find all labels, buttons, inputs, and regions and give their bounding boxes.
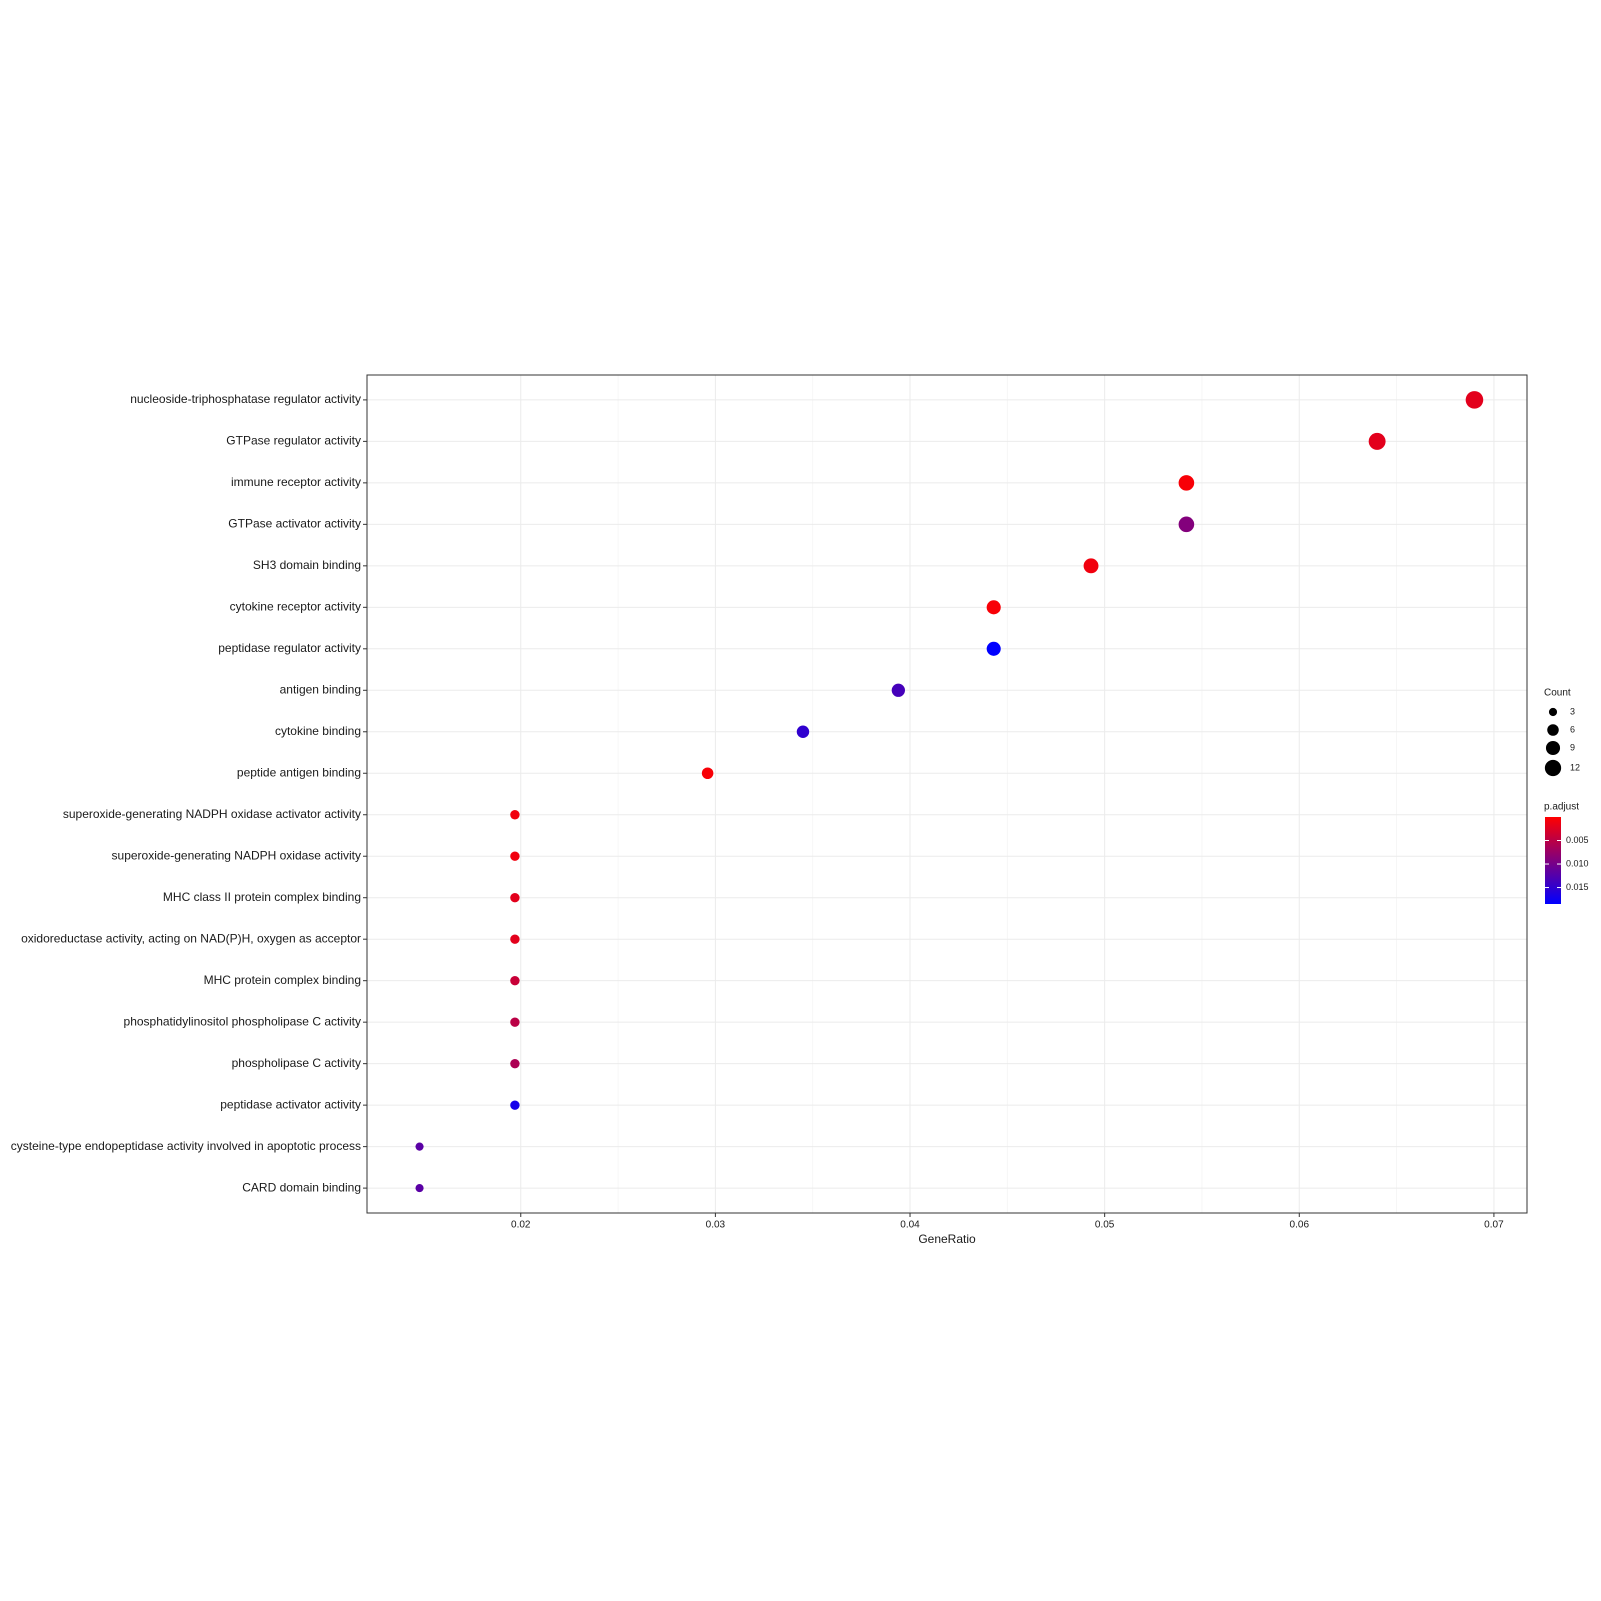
- size-legend-label: 9: [1570, 742, 1575, 752]
- size-legend-key: [1547, 724, 1559, 736]
- size-legend-label: 6: [1570, 724, 1575, 734]
- y-tick-label: peptide antigen binding: [237, 765, 361, 779]
- y-tick-label: SH3 domain binding: [253, 558, 361, 572]
- size-legend-title: Count: [1544, 688, 1571, 699]
- dot: [986, 641, 1001, 656]
- dot: [1368, 432, 1386, 450]
- dot: [510, 1017, 520, 1027]
- color-bar-label: 0.005: [1566, 835, 1589, 845]
- dot: [510, 1058, 520, 1069]
- color-bar-label: 0.015: [1566, 882, 1589, 892]
- y-tick-label: peptidase regulator activity: [218, 641, 361, 655]
- size-legend-key: [1548, 707, 1558, 717]
- y-tick-label: immune receptor activity: [231, 475, 361, 489]
- dot: [510, 1100, 520, 1110]
- dot: [796, 725, 810, 738]
- dot: [510, 975, 520, 986]
- dot: [415, 1184, 424, 1193]
- dot: [986, 600, 1001, 615]
- y-tick-label: GTPase activator activity: [228, 517, 361, 531]
- y-tick-label: superoxide-generating NADPH oxidase acti…: [63, 807, 361, 821]
- size-legend-label: 12: [1570, 762, 1580, 772]
- x-tick-label: 0.02: [511, 1220, 531, 1231]
- color-legend-title: p.adjust: [1544, 802, 1579, 813]
- size-legend-key: [1544, 759, 1562, 777]
- y-tick-label: phospholipase C activity: [232, 1056, 361, 1070]
- x-tick-label: 0.03: [706, 1220, 726, 1231]
- y-tick-label: oxidoreductase activity, acting on NAD(P…: [21, 931, 361, 945]
- y-tick-label: CARD domain binding: [242, 1180, 361, 1194]
- x-tick-label: 0.04: [900, 1220, 920, 1231]
- dot: [701, 767, 714, 780]
- plot-border: [366, 374, 1528, 1214]
- size-legend-key: [1545, 740, 1561, 756]
- y-tick-label: cytokine receptor activity: [230, 599, 361, 613]
- x-tick-label: 0.07: [1484, 1220, 1504, 1231]
- x-tick-label: 0.05: [1095, 1220, 1115, 1231]
- x-tick-label: 0.06: [1290, 1220, 1310, 1231]
- color-bar-label: 0.010: [1566, 858, 1589, 868]
- y-tick-label: MHC protein complex binding: [204, 973, 361, 987]
- dot: [510, 893, 520, 903]
- y-tick-label: cysteine-type endopeptidase activity inv…: [11, 1139, 361, 1153]
- y-tick-label: GTPase regulator activity: [226, 434, 361, 448]
- y-tick-label: phosphatidylinositol phospholipase C act…: [124, 1014, 361, 1028]
- dot: [510, 851, 520, 861]
- color-bar: [1545, 817, 1561, 904]
- dot: [1178, 475, 1195, 491]
- dot: [1178, 516, 1195, 533]
- y-tick-label: MHC class II protein complex binding: [163, 890, 361, 904]
- x-axis-title: GeneRatio: [918, 1232, 976, 1246]
- dot: [891, 683, 905, 697]
- size-legend-label: 3: [1570, 706, 1575, 716]
- dot: [415, 1142, 424, 1151]
- dot: [510, 810, 520, 820]
- y-tick-label: cytokine binding: [275, 724, 361, 738]
- y-tick-label: antigen binding: [280, 682, 361, 696]
- dot: [510, 934, 520, 944]
- dot: [1083, 558, 1099, 574]
- y-tick-label: peptidase activator activity: [220, 1097, 361, 1111]
- y-tick-label: superoxide-generating NADPH oxidase acti…: [112, 848, 361, 862]
- dot: [1465, 391, 1484, 409]
- y-tick-label: nucleoside-triphosphatase regulator acti…: [130, 392, 361, 406]
